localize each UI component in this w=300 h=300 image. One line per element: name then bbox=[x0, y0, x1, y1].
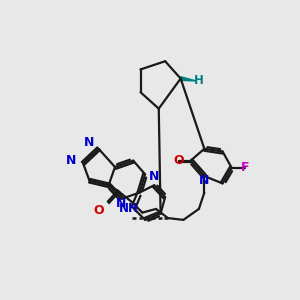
Text: NH: NH bbox=[119, 202, 139, 214]
Polygon shape bbox=[180, 77, 196, 81]
Text: N: N bbox=[84, 136, 95, 149]
Text: N: N bbox=[199, 174, 209, 187]
Text: O: O bbox=[93, 204, 104, 217]
Text: H: H bbox=[194, 74, 204, 87]
Text: O: O bbox=[173, 154, 184, 167]
Text: N: N bbox=[66, 154, 76, 167]
Text: N: N bbox=[116, 197, 127, 210]
Text: N: N bbox=[149, 169, 159, 183]
Text: F: F bbox=[241, 161, 250, 174]
